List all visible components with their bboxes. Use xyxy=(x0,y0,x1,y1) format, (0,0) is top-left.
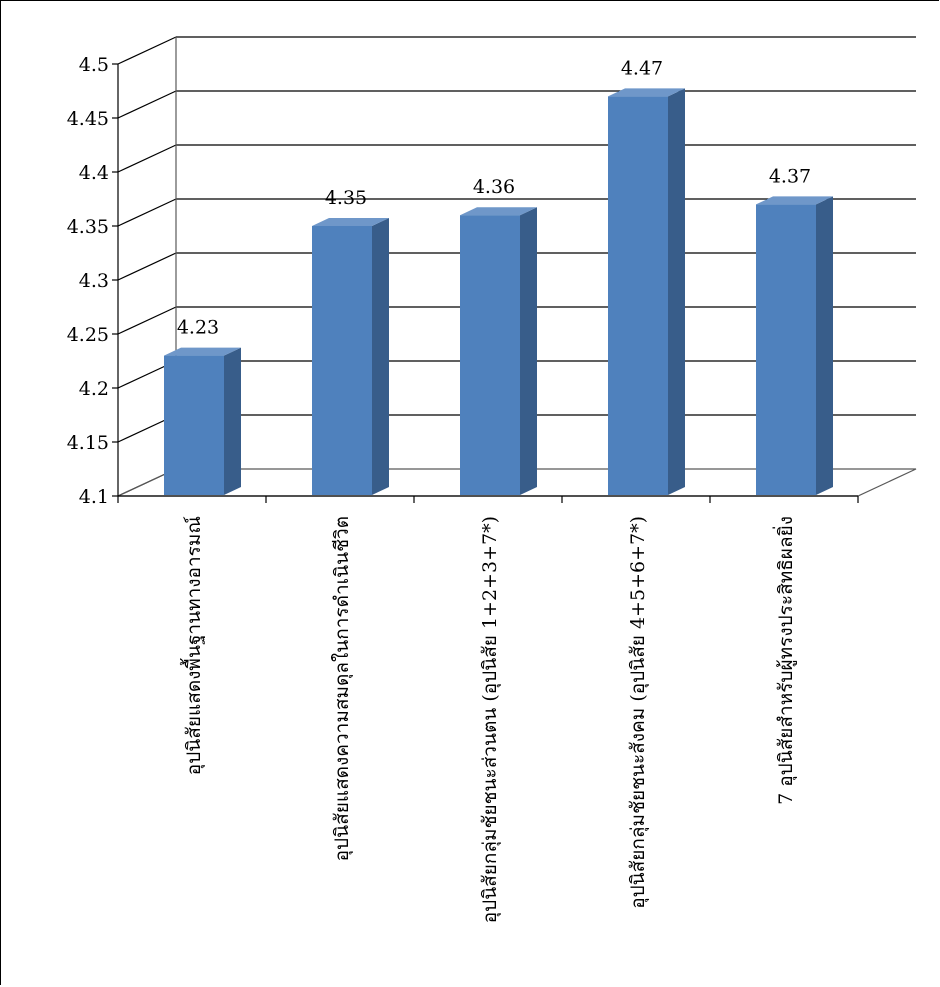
x-axis-category-labels: อุปนิสัยแสดงพื้นฐานทางอารมณ์ อุปนิสัยแสดง… xyxy=(180,516,798,923)
y-tick-label: 4.25 xyxy=(67,324,109,346)
y-tick-label: 4.5 xyxy=(79,54,109,76)
data-label: 4.23 xyxy=(177,317,219,339)
bar xyxy=(164,347,241,495)
bar xyxy=(460,207,537,495)
data-label: 4.37 xyxy=(769,165,811,187)
bar-side xyxy=(224,347,241,495)
side-wall-gridline xyxy=(117,252,177,281)
x-category-label: อุปนิสัยกลุ่มชัยชนะส่วนตน (อุปนิสัย 1+2+… xyxy=(479,516,502,923)
bar-top xyxy=(756,196,833,205)
bar xyxy=(608,88,685,496)
bar-front xyxy=(312,226,372,495)
bar xyxy=(756,196,833,495)
bar-side xyxy=(520,207,537,495)
y-tick-label: 4.3 xyxy=(79,270,109,292)
data-label: 4.47 xyxy=(621,57,663,79)
y-tick-label: 4.15 xyxy=(67,432,109,454)
y-axis-tick-labels: 4.1 4.15 4.2 4.25 4.3 4.35 4.4 4.45 4.5 xyxy=(67,54,109,508)
bar-top xyxy=(312,218,389,226)
side-wall-gridline xyxy=(117,198,177,227)
bars xyxy=(164,88,833,496)
bar-side xyxy=(372,218,389,495)
bar-top xyxy=(460,207,537,216)
data-label: 4.35 xyxy=(325,187,367,209)
side-wall-gridline xyxy=(117,144,177,173)
x-category-label: อุปนิสัยแสดงพื้นฐานทางอารมณ์ xyxy=(180,516,206,775)
bar xyxy=(312,218,389,495)
x-category-label: อุปนิสัยแสดงความสมดุลในการดำเนินชีวิต xyxy=(331,516,354,861)
y-tick-label: 4.45 xyxy=(67,108,109,130)
y-tick-label: 4.1 xyxy=(79,486,109,508)
y-tick-label: 4.35 xyxy=(67,216,109,238)
y-tick-label: 4.4 xyxy=(79,162,109,184)
bar-top xyxy=(164,347,241,356)
x-category-label: อุปนิสัยกลุ่มชัยชนะสังคม (อุปนิสัย 4+5+6… xyxy=(627,516,650,909)
bar-front xyxy=(608,96,668,496)
side-wall-gridline xyxy=(117,306,177,335)
data-labels: 4.23 4.35 4.36 4.47 4.37 xyxy=(177,57,811,338)
y-tick-label: 4.2 xyxy=(79,378,109,400)
bar-front xyxy=(164,355,224,495)
x-category-label: 7 อุปนิสัยสำหรับผู้ทรงประสิทธิผลยิ่ง xyxy=(772,516,798,805)
side-wall-gridline xyxy=(117,36,177,65)
bar-front xyxy=(756,204,816,495)
side-wall-gridline xyxy=(117,90,177,119)
axes xyxy=(112,63,859,503)
bar-front xyxy=(460,215,520,495)
bar-side xyxy=(816,196,833,495)
bar-top xyxy=(608,88,685,97)
bar-side xyxy=(668,88,685,496)
data-label: 4.36 xyxy=(473,176,515,198)
